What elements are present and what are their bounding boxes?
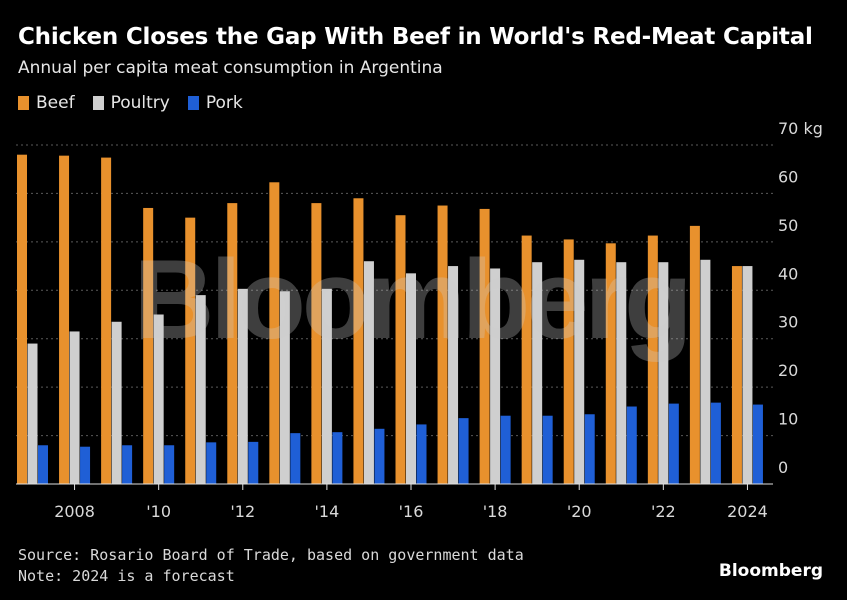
legend-swatch-beef (18, 96, 29, 110)
y-tick-label: 40 (778, 264, 798, 283)
bar-poultry-2007 (27, 343, 38, 484)
bar-pork-2021 (626, 406, 637, 484)
y-tick-label: 30 (778, 313, 798, 332)
bar-pork-2018 (500, 415, 511, 484)
bar-pork-2010 (164, 445, 175, 484)
bar-poultry-2010 (153, 314, 164, 484)
bar-beef-2011 (185, 217, 196, 484)
bar-beef-2015 (353, 198, 364, 484)
bar-pork-2022 (668, 403, 679, 484)
bloomberg-watermark: Bloomberg (133, 237, 688, 362)
bar-poultry-2009 (111, 321, 122, 484)
bar-poultry-2016 (406, 273, 416, 484)
bar-beef-2024 (731, 266, 742, 484)
bar-beef-2021 (605, 243, 616, 484)
bar-poultry-2013 (279, 291, 290, 484)
bar-beef-2014 (311, 203, 322, 484)
bar-beef-2023 (689, 225, 700, 484)
legend-item-beef: Beef (18, 93, 75, 113)
bar-pork-2017 (458, 418, 469, 484)
y-tick-label: 70 kg (778, 119, 823, 138)
y-tick-label: 20 (778, 361, 798, 380)
y-tick-label: 10 (778, 410, 798, 429)
bar-poultry-2020 (574, 259, 585, 484)
bar-beef-2019 (521, 235, 532, 484)
forecast-note: Note: 2024 is a forecast (18, 567, 235, 585)
bar-beef-2009 (101, 157, 112, 484)
legend-item-poultry: Poultry (92, 93, 170, 113)
x-tick-label: '10 (146, 502, 171, 521)
bar-poultry-2012 (237, 288, 248, 484)
chart-title: Chicken Closes the Gap With Beef in Worl… (18, 24, 813, 50)
bar-pork-2009 (122, 445, 133, 484)
bar-pork-2008 (80, 446, 91, 484)
bar-pork-2015 (374, 428, 385, 484)
bar-poultry-2014 (321, 288, 332, 484)
bar-poultry-2023 (700, 259, 711, 484)
bar-poultry-2019 (532, 262, 543, 484)
legend-swatch-poultry (92, 96, 104, 110)
bar-poultry-2018 (490, 268, 501, 484)
bloomberg-logo: Bloomberg (718, 561, 823, 581)
bar-beef-2018 (479, 208, 490, 484)
source-note: Source: Rosario Board of Trade, based on… (18, 546, 524, 564)
x-tick-label: '18 (483, 502, 508, 521)
bar-pork-2019 (542, 415, 553, 484)
y-tick-label: 0 (778, 458, 788, 477)
bar-pork-2014 (332, 432, 343, 484)
bar-pork-2012 (248, 441, 259, 484)
bar-poultry-2017 (448, 266, 459, 484)
x-tick-label: '16 (399, 502, 424, 521)
footer: Source: Rosario Board of Trade, based on… (18, 545, 524, 587)
chart-subtitle: Annual per capita meat consumption in Ar… (18, 58, 443, 78)
x-tick-label: '12 (230, 502, 255, 521)
bar-beef-2010 (143, 207, 154, 484)
bar-poultry-2021 (616, 262, 627, 484)
x-tick-label: 2024 (727, 502, 768, 521)
bar-pork-2016 (416, 424, 427, 484)
bar-poultry-2022 (658, 262, 669, 484)
bar-beef-2016 (395, 215, 406, 484)
bar-beef-2022 (647, 235, 658, 484)
x-tick-label: '14 (315, 502, 340, 521)
bar-beef-2013 (269, 182, 280, 485)
bar-pork-2013 (290, 433, 301, 484)
y-tick-label: 60 (778, 167, 798, 186)
bar-poultry-2015 (363, 261, 374, 484)
legend: Beef Poultry Pork (18, 93, 243, 113)
bar-beef-2017 (437, 205, 448, 485)
bar-poultry-2024 (742, 266, 753, 484)
x-tick-label: '22 (651, 502, 676, 521)
y-tick-label: 50 (778, 216, 798, 235)
legend-label-pork: Pork (205, 93, 243, 113)
legend-swatch-pork (187, 96, 199, 110)
bar-pork-2007 (38, 445, 48, 484)
bar-beef-2020 (563, 239, 574, 484)
bar-pork-2011 (206, 442, 217, 484)
bar-pork-2023 (710, 402, 721, 484)
bar-poultry-2008 (69, 331, 80, 484)
x-tick-label: 2008 (54, 502, 95, 521)
bar-pork-2024 (752, 404, 763, 484)
legend-label-poultry: Poultry (110, 93, 170, 113)
bar-beef-2012 (227, 203, 238, 484)
bar-beef-2008 (59, 155, 70, 484)
bar-beef-2007 (17, 154, 27, 484)
bar-poultry-2011 (195, 295, 206, 484)
bar-pork-2020 (584, 414, 595, 484)
x-tick-label: '20 (567, 502, 592, 521)
legend-item-pork: Pork (187, 93, 243, 113)
legend-label-beef: Beef (36, 93, 75, 113)
